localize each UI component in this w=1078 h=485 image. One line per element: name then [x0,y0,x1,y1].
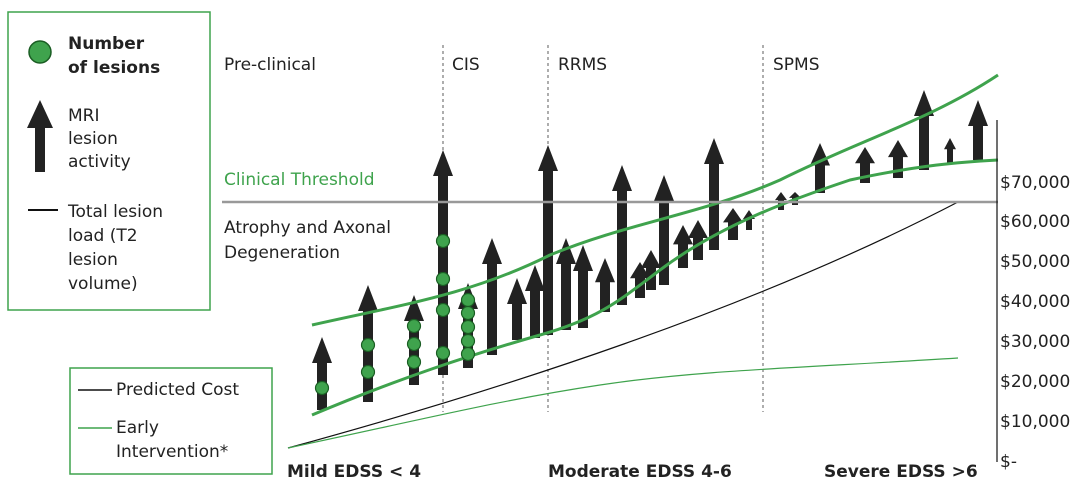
legend-text: of lesions [68,58,160,78]
cost-line [287,201,959,449]
legend-text: load (T2 [68,226,138,246]
cost-tick-label: $50,000 [1000,252,1070,272]
legend-text: lesion [68,129,118,149]
lesion-dot [406,336,422,352]
lesion-dot [460,319,476,335]
activity-arrow [573,245,593,328]
lower-curve [311,158,999,417]
activity-arrow [433,150,453,375]
activity-arrow [688,220,708,260]
lesion-dot [435,302,451,318]
cost-tick-label: $10,000 [1000,412,1070,432]
legend-text: Total lesion [67,202,163,222]
cost-tick-label: $- [1000,452,1017,472]
activity-arrow [855,147,875,183]
lesion-dot [435,345,451,361]
lesion-dot [360,364,376,380]
legend-circle [28,40,52,64]
phase-dividers [442,45,764,412]
activity-arrow [507,278,527,340]
threshold-label: Clinical Threshold [224,170,375,190]
phase-label: Pre-clinical [224,55,316,75]
cost-tick-label: $30,000 [1000,332,1070,352]
phase-label: RRMS [558,55,607,75]
legend-box [7,11,211,311]
phase-label: CIS [452,55,480,75]
legend-text: Predicted Cost [116,380,239,400]
activity-arrow [556,238,576,330]
lesion-dot [406,318,422,334]
legend-text: Number [68,34,145,54]
lesion-dot [460,305,476,321]
activity-arrow [968,100,988,160]
lesion-dot [435,271,451,287]
activity-arrow [944,138,956,163]
legend-arrow [27,100,53,172]
cost-tick-label: $60,000 [1000,212,1070,232]
legend-text: lesion [68,250,118,270]
cost-tick-label: $20,000 [1000,372,1070,392]
lesion-dot [460,292,476,308]
early-line [287,357,959,449]
lesion-dot [435,233,451,249]
upper-curve [311,73,999,327]
cost-ticks: $70,000 $60,000 $50,000 $40,000 $30,000 $20,0… [1000,173,1070,472]
activity-arrow [810,143,830,193]
activity-arrow [612,165,632,305]
legend-text: volume) [68,274,138,294]
legend-text: activity [68,152,131,172]
activity-arrow [538,145,558,335]
lesion-dot [360,337,376,353]
stage-label: Severe EDSS >6 [824,462,978,482]
activity-arrow [525,265,545,338]
atrophy-label: Atrophy and Axonal [224,218,391,238]
activity-arrow [743,210,755,230]
atrophy-label: Degeneration [224,243,340,263]
legend-text: Early [116,418,159,438]
legend-text: Intervention* [116,442,228,462]
activity-arrow [704,138,724,250]
lesion-dot [314,380,330,396]
lesion-dot [406,354,422,370]
activity-arrow [482,238,502,355]
activity-arrow [673,225,693,268]
legend-box [69,367,273,475]
cost-tick-label: $40,000 [1000,292,1070,312]
activity-arrow [312,337,332,410]
activity-arrow [595,258,615,312]
stage-label: Mild EDSS < 4 [287,462,421,482]
activity-arrow [723,208,743,240]
phase-label: SPMS [773,55,820,75]
legend-text: MRI [68,106,100,126]
lesion-dot [460,346,476,362]
cost-tick-label: $70,000 [1000,173,1070,193]
stage-label: Moderate EDSS 4-6 [548,462,732,482]
activity-arrow [914,90,934,170]
lesion-dots [314,233,476,396]
lesion-dot [460,333,476,349]
